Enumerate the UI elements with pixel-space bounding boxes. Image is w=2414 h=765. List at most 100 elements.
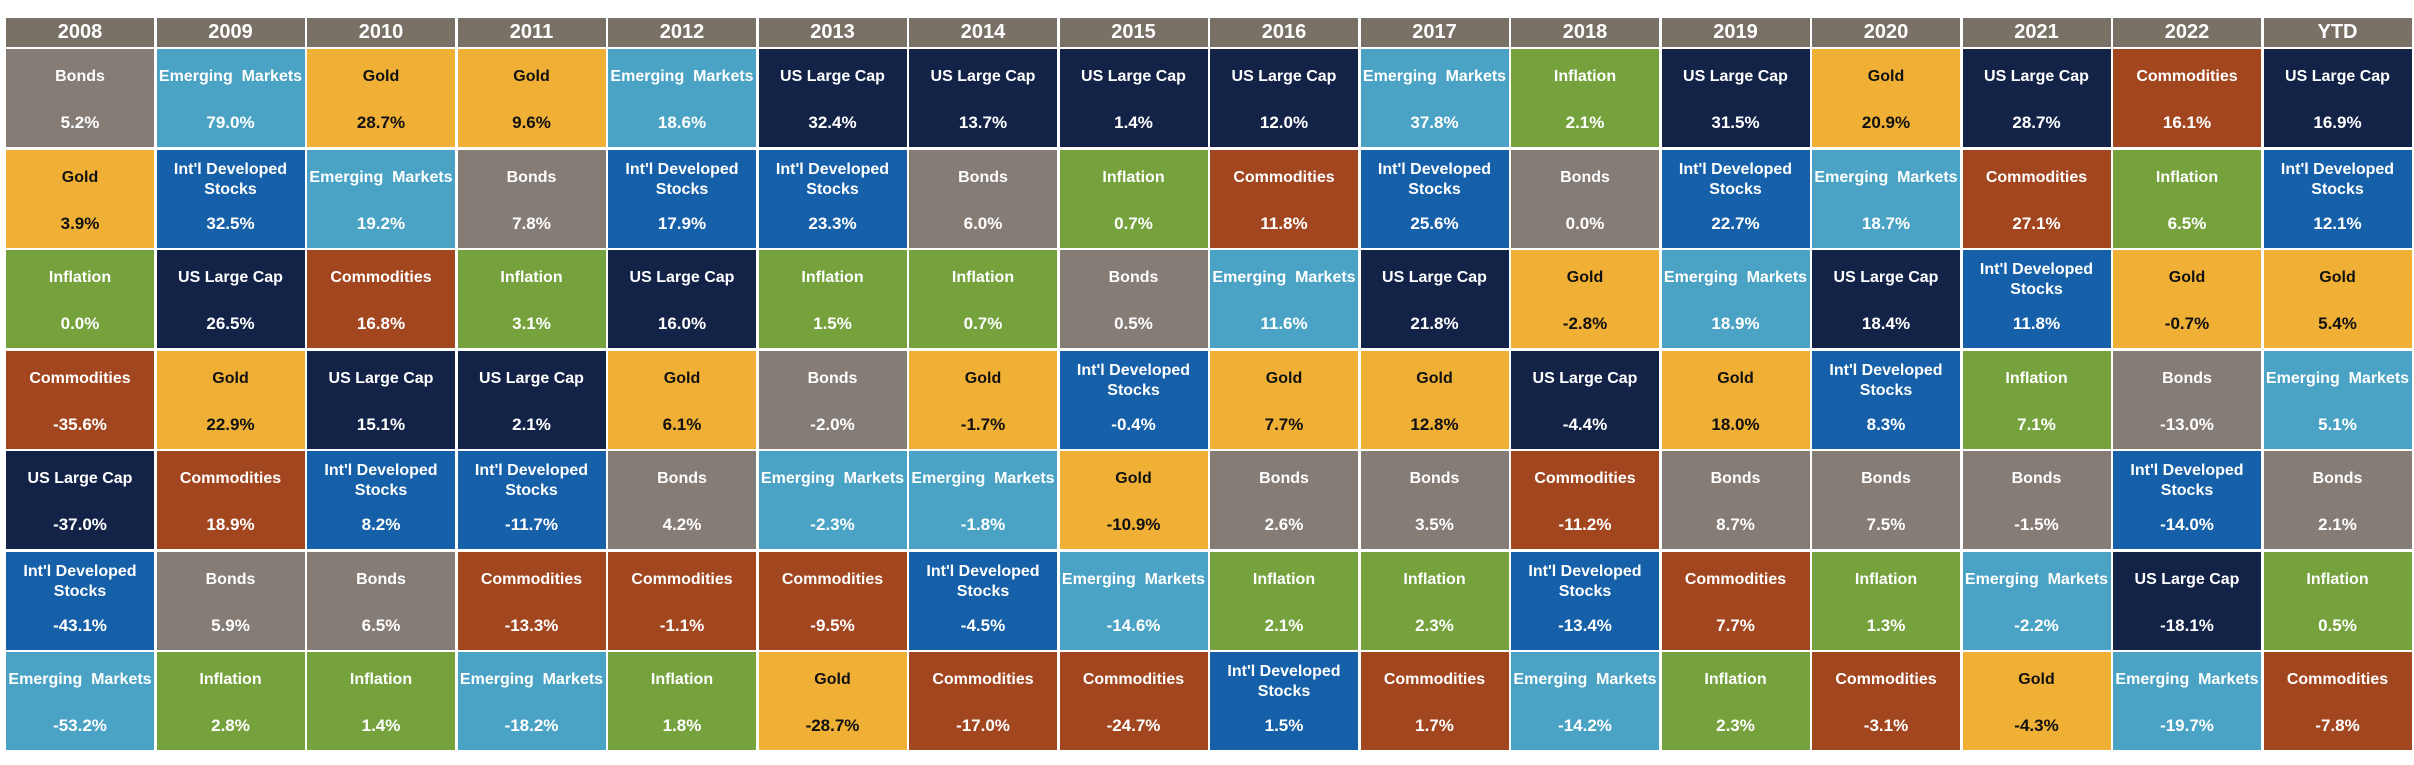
return-value: -14.6% xyxy=(1106,615,1161,635)
return-value: 2.1% xyxy=(1264,615,1304,635)
return-value: 25.6% xyxy=(1410,213,1459,233)
return-value: 3.1% xyxy=(512,314,551,333)
return-value: -2.3% xyxy=(810,515,855,534)
return-cell-us-large-cap: US Large Cap 21.8% xyxy=(1360,250,1509,348)
asset-label: Commodities xyxy=(2136,68,2238,85)
return-value: 16.9% xyxy=(2313,113,2362,132)
return-value: 0.0% xyxy=(60,314,100,333)
return-cell-gold: Gold 5.4% xyxy=(2263,250,2412,348)
return-cell-commodities: Commodities -17.0% xyxy=(909,652,1057,750)
return-value: -2.0% xyxy=(810,414,855,434)
return-value: 2.3% xyxy=(1415,615,1454,635)
asset-label: Emerging Markets xyxy=(1964,570,2109,588)
asset-label: Inflation xyxy=(650,671,714,688)
asset-label: US Large Cap xyxy=(1382,269,1487,286)
return-value: 1.8% xyxy=(662,716,702,735)
asset-label: Int'l Developed Stocks xyxy=(324,462,443,499)
asset-label: Gold xyxy=(1265,369,1303,387)
return-cell-emerging-markets: Emerging Markets 37.8% xyxy=(1360,49,1509,147)
return-cell-emerging-markets: Emerging Markets 18.7% xyxy=(1812,149,1960,248)
return-cell-us-large-cap: US Large Cap 2.1% xyxy=(457,350,606,449)
asset-label: US Large Cap xyxy=(1081,68,1186,85)
asset-label: Gold xyxy=(2319,269,2356,286)
return-value: 22.9% xyxy=(206,414,255,434)
asset-label: US Large Cap xyxy=(2285,68,2390,85)
return-cell-commodities: Commodities -24.7% xyxy=(1059,652,1208,750)
return-value: -1.1% xyxy=(659,615,705,635)
asset-label: Emerging Markets xyxy=(1212,269,1356,286)
asset-label: Gold xyxy=(1867,68,1905,85)
return-value: -2.8% xyxy=(1562,314,1608,333)
return-value: 28.7% xyxy=(2012,113,2061,132)
asset-label: Emerging Markets xyxy=(610,68,754,85)
return-cell-gold: Gold 22.9% xyxy=(156,350,305,449)
return-value: 32.5% xyxy=(206,213,255,233)
asset-label: Commodities xyxy=(1684,570,1787,588)
asset-label: Bonds xyxy=(356,570,406,588)
asset-label: Bonds xyxy=(2312,470,2363,487)
return-cell-gold: Gold -28.7% xyxy=(758,652,907,750)
return-cell-commodities: Commodities -13.3% xyxy=(457,551,606,650)
return-cell-us-large-cap: US Large Cap -18.1% xyxy=(2113,551,2261,650)
return-value: 12.1% xyxy=(2313,213,2362,233)
asset-label: Commodities xyxy=(1082,671,1185,688)
return-cell-commodities: Commodities 16.1% xyxy=(2113,49,2261,147)
asset-label: Gold xyxy=(212,369,249,387)
return-value: 6.1% xyxy=(662,414,702,434)
return-cell-inflation: Inflation 3.1% xyxy=(457,250,606,348)
asset-label: US Large Cap xyxy=(1532,369,1638,387)
return-cell-int-l-developed-stocks: Int'l Developed Stocks 12.1% xyxy=(2263,149,2412,248)
asset-label: Inflation xyxy=(1854,570,1918,588)
asset-label: Inflation xyxy=(1102,168,1165,186)
column-header: 2009 xyxy=(156,18,305,47)
asset-label: Bonds xyxy=(205,570,256,588)
return-cell-bonds: Bonds 5.9% xyxy=(156,551,305,650)
return-value: -0.4% xyxy=(1111,414,1156,434)
asset-label: Gold xyxy=(1416,369,1453,387)
return-value: -11.2% xyxy=(1558,515,1612,534)
return-value: -24.7% xyxy=(1106,716,1161,735)
return-cell-us-large-cap: US Large Cap 28.7% xyxy=(1962,49,2111,147)
return-value: 12.8% xyxy=(1410,414,1459,434)
return-cell-emerging-markets: Emerging Markets 5.1% xyxy=(2263,350,2412,449)
return-value: 7.5% xyxy=(1866,515,1906,534)
asset-label: Commodities xyxy=(631,570,733,588)
return-value: 16.1% xyxy=(2162,113,2212,132)
return-value: 27.1% xyxy=(2012,213,2061,233)
asset-label: Inflation xyxy=(2155,168,2219,186)
return-value: 7.8% xyxy=(512,213,551,233)
column-header: 2010 xyxy=(307,18,455,47)
asset-label: Int'l Developed Stocks xyxy=(1979,261,2098,298)
return-cell-us-large-cap: US Large Cap 18.4% xyxy=(1812,250,1960,348)
return-cell-us-large-cap: US Large Cap 15.1% xyxy=(307,350,455,449)
return-cell-inflation: Inflation 0.0% xyxy=(6,250,154,348)
column-header: 2012 xyxy=(608,18,756,47)
asset-label: Commodities xyxy=(781,570,884,588)
return-cell-inflation: Inflation 1.3% xyxy=(1812,551,1960,650)
return-cell-inflation: Inflation 2.8% xyxy=(156,652,305,750)
return-cell-emerging-markets: Emerging Markets 18.6% xyxy=(608,49,756,147)
asset-label: Inflation xyxy=(2306,570,2369,588)
return-cell-emerging-markets: Emerging Markets 11.6% xyxy=(1210,250,1358,348)
return-cell-int-l-developed-stocks: Int'l Developed Stocks -13.4% xyxy=(1511,551,1659,650)
return-value: 22.7% xyxy=(1711,213,1760,233)
return-cell-us-large-cap: US Large Cap -4.4% xyxy=(1511,350,1659,449)
return-cell-commodities: Commodities 1.7% xyxy=(1360,652,1509,750)
return-cell-commodities: Commodities -7.8% xyxy=(2263,652,2412,750)
asset-label: Emerging Markets xyxy=(2265,369,2410,387)
return-cell-gold: Gold -0.7% xyxy=(2113,250,2261,348)
column-header: 2021 xyxy=(1962,18,2111,47)
return-value: 3.5% xyxy=(1415,515,1454,534)
return-value: 7.7% xyxy=(1264,414,1304,434)
return-value: 32.4% xyxy=(808,113,857,132)
return-value: 37.8% xyxy=(1410,113,1459,132)
return-value: -35.6% xyxy=(53,414,107,434)
asset-label: Emerging Markets xyxy=(760,470,905,487)
asset-label: Inflation xyxy=(801,269,864,286)
column-header: 2015 xyxy=(1059,18,1208,47)
return-cell-inflation: Inflation 0.7% xyxy=(909,250,1057,348)
return-value: 1.4% xyxy=(1114,113,1153,132)
asset-label: Int'l Developed Stocks xyxy=(775,160,894,198)
return-cell-int-l-developed-stocks: Int'l Developed Stocks -14.0% xyxy=(2113,451,2261,549)
column-header: 2022 xyxy=(2113,18,2261,47)
